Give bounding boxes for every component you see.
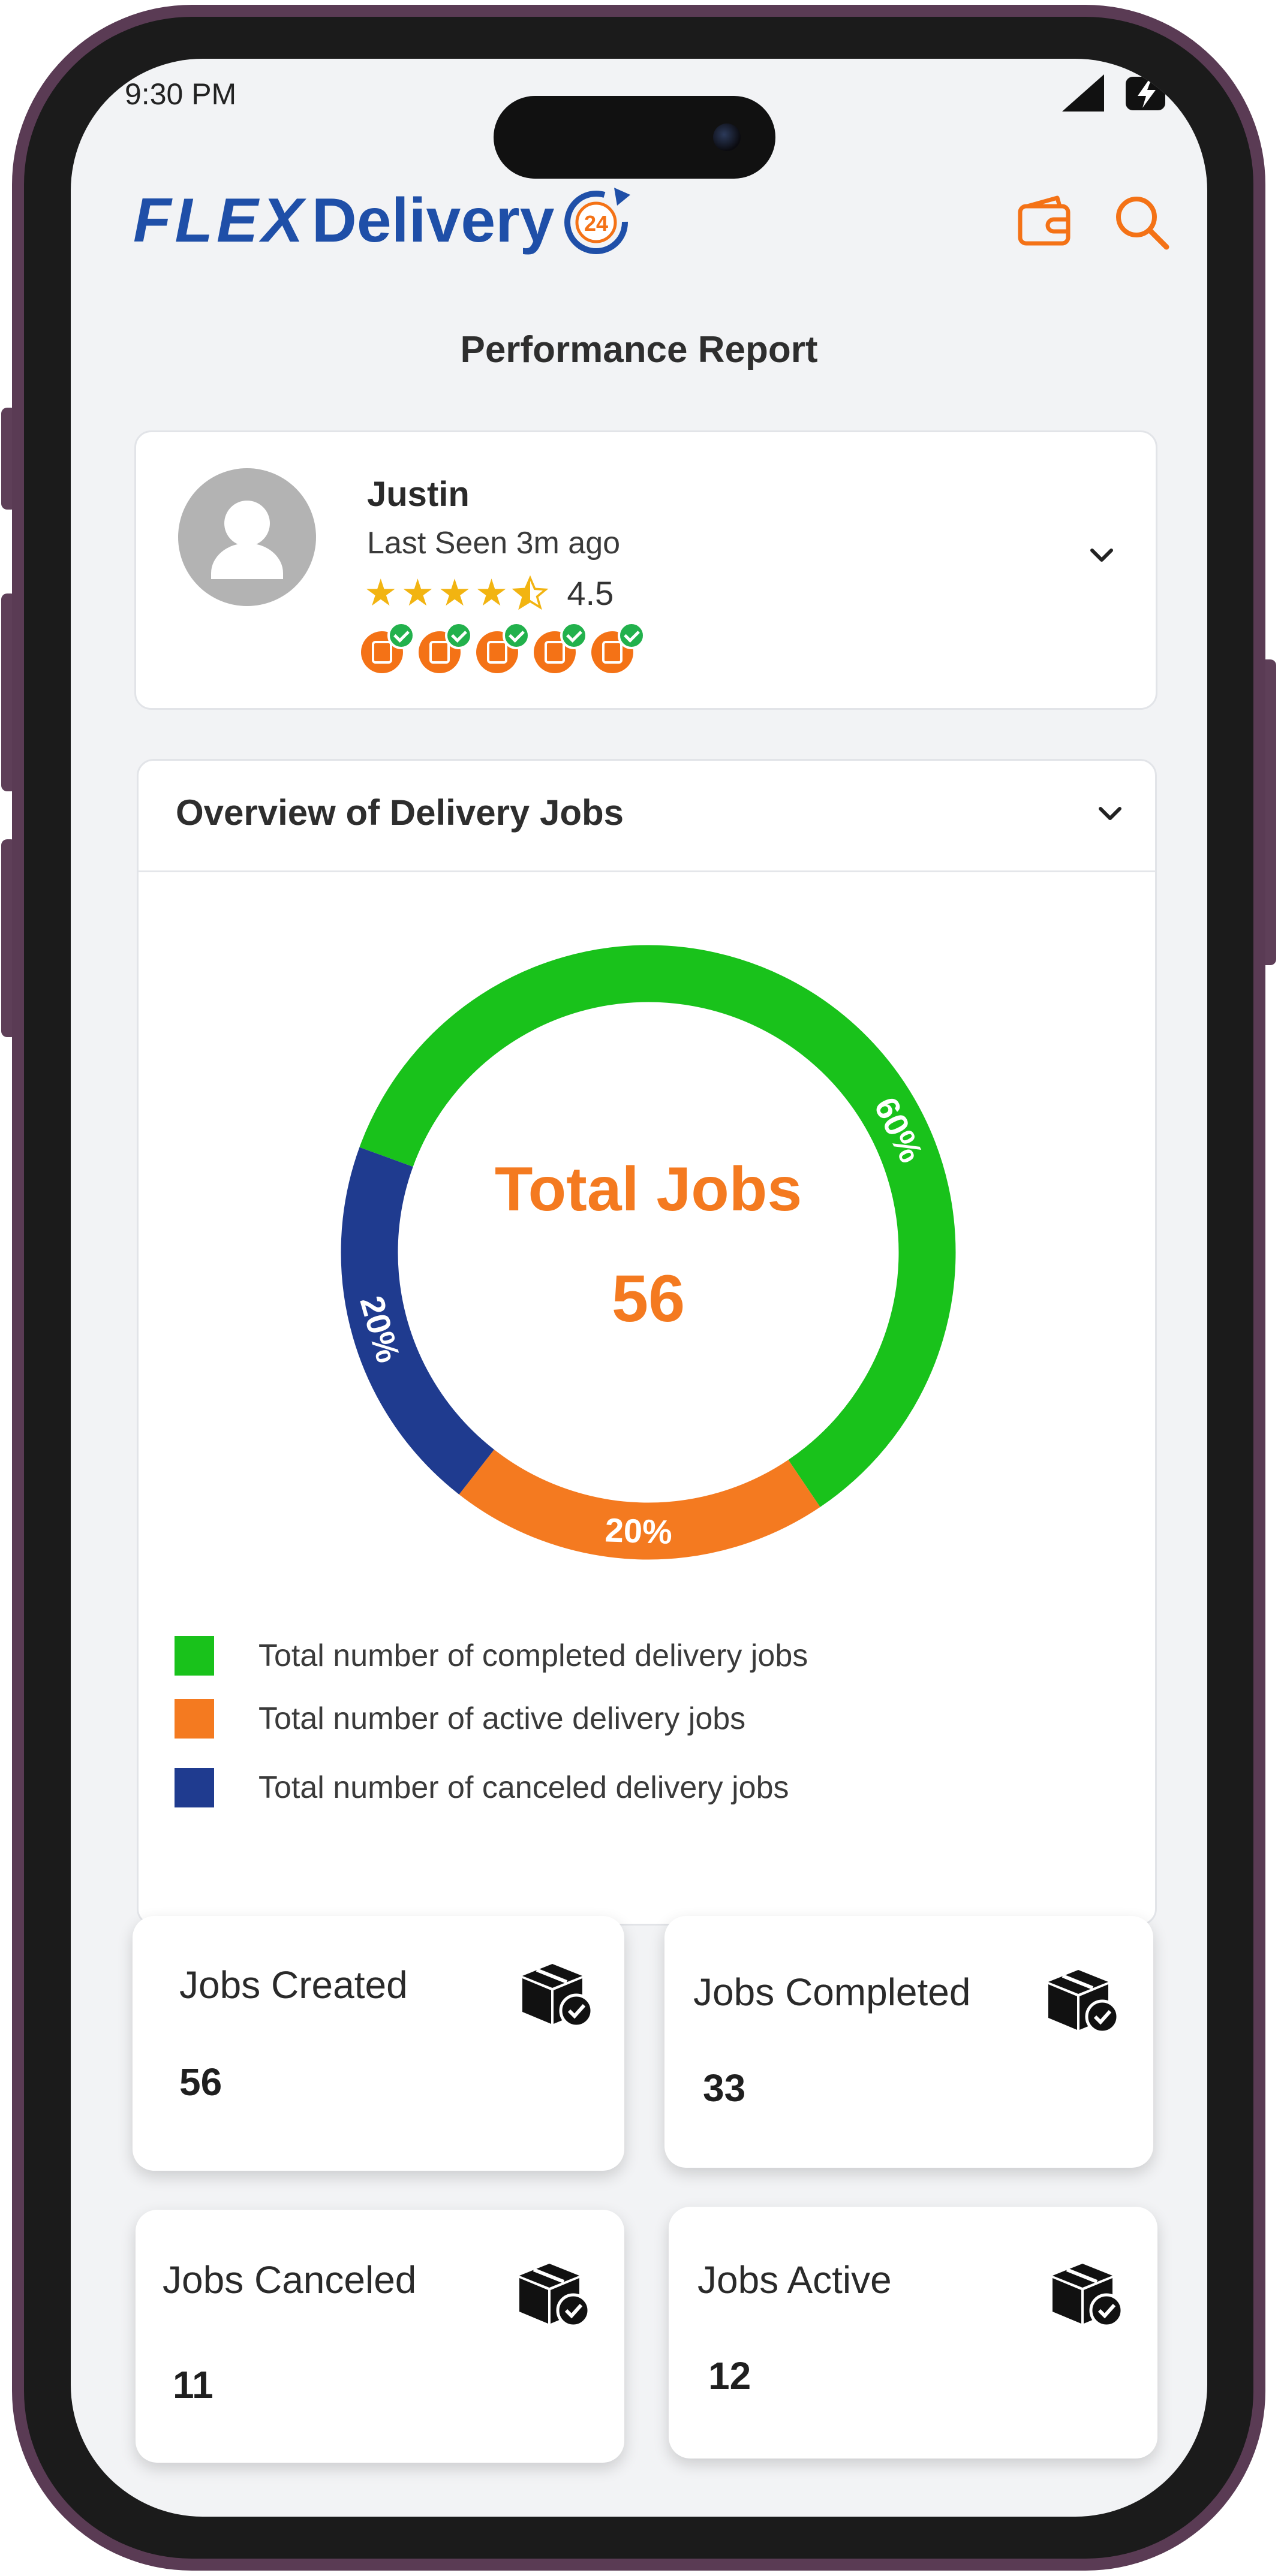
status-icons	[1056, 72, 1171, 114]
document-verified-icon	[476, 622, 530, 673]
star-icon: ★	[438, 572, 471, 614]
stat-card-jobs-canceled[interactable]: Jobs Canceled 11	[136, 2210, 624, 2463]
stat-label: Jobs Canceled	[163, 2258, 417, 2301]
donut-label-active: 20%	[605, 1511, 673, 1551]
driver-name: Justin	[367, 475, 470, 514]
divider	[139, 870, 1155, 872]
stat-value: 56	[179, 2060, 222, 2104]
wallet-icon[interactable]	[1015, 192, 1075, 252]
legend-canceled: Total number of canceled delivery jobs	[175, 1768, 789, 1807]
battery-charging-icon	[1126, 77, 1165, 110]
stat-label: Jobs Completed	[693, 1971, 971, 2014]
logo-delivery-text: Delivery	[311, 185, 555, 255]
legend-completed: Total number of completed delivery jobs	[175, 1636, 808, 1676]
legend-swatch-active	[175, 1699, 214, 1739]
profile-card[interactable]: Justin Last Seen 3m ago ★ ★ ★ ★ 4.5	[134, 430, 1157, 710]
package-check-icon	[522, 1964, 594, 2028]
delivery-24-icon: 24	[564, 188, 630, 254]
star-icon: ★	[474, 572, 509, 614]
donut-segment-canceled	[341, 1147, 495, 1495]
status-time: 9:30 PM	[125, 77, 237, 111]
donut-center-value: 56	[612, 1262, 685, 1336]
legend-label: Total number of completed delivery jobs	[258, 1638, 808, 1673]
overview-title: Overview of Delivery Jobs	[176, 793, 624, 833]
user-icon	[211, 501, 283, 579]
chevron-down-icon[interactable]	[1092, 796, 1128, 831]
chevron-down-icon[interactable]	[1084, 537, 1120, 573]
legend-label: Total number of canceled delivery jobs	[258, 1770, 789, 1805]
email-verified-icon	[419, 622, 473, 673]
legend-swatch-completed	[175, 1636, 214, 1676]
stat-value: 33	[703, 2066, 746, 2110]
stat-label: Jobs Created	[179, 1963, 408, 2006]
page-title: Performance Report	[460, 329, 818, 370]
stat-value: 11	[173, 2363, 213, 2406]
donut-segment-active	[459, 1449, 820, 1560]
donut-segment-completed	[359, 945, 956, 1507]
overview-card: Overview of Delivery Jobs 60% 20% 20% Tota…	[137, 759, 1157, 1926]
building-verified-icon	[591, 622, 645, 673]
jobs-donut-chart: 60%20%20% Total Jobs 56	[341, 945, 956, 1560]
stat-card-jobs-completed[interactable]: Jobs Completed 33	[664, 1916, 1153, 2168]
dynamic-island	[494, 96, 775, 179]
half-star-icon	[512, 575, 549, 610]
verification-badges	[361, 622, 645, 673]
donut-center-label: Total Jobs	[495, 1155, 802, 1224]
stat-label: Jobs Active	[697, 2258, 892, 2301]
app-logo[interactable]: FLEX Delivery 24	[133, 176, 635, 266]
signal-icon	[1062, 74, 1104, 112]
legend-active: Total number of active delivery jobs	[175, 1699, 745, 1739]
last-seen-text: Last Seen 3m ago	[367, 526, 621, 561]
app-screen: 9:30 PM FLEX Delivery 24 Performance Rep…	[71, 59, 1207, 2517]
logo-badge-text: 24	[584, 211, 608, 236]
star-icon: ★	[401, 572, 435, 614]
search-icon[interactable]	[1111, 192, 1171, 252]
location-verified-icon	[534, 622, 588, 673]
logo-flex-text: FLEX	[133, 185, 307, 255]
package-check-icon	[1053, 2264, 1124, 2328]
avatar	[178, 468, 316, 606]
stat-value: 12	[708, 2354, 751, 2397]
rating-stars: ★ ★ ★ ★ 4.5	[364, 574, 614, 613]
legend-label: Total number of active delivery jobs	[258, 1701, 746, 1736]
phone-verified-icon	[361, 622, 415, 673]
stat-card-jobs-created[interactable]: Jobs Created 56	[133, 1916, 624, 2171]
legend-swatch-canceled	[175, 1768, 214, 1807]
stat-card-jobs-active[interactable]: Jobs Active 12	[669, 2207, 1157, 2459]
rating-value: 4.5	[567, 574, 614, 612]
star-icon: ★	[364, 572, 398, 614]
package-check-icon	[1048, 1970, 1120, 2034]
package-check-icon	[519, 2264, 591, 2328]
camera-icon	[713, 123, 741, 151]
